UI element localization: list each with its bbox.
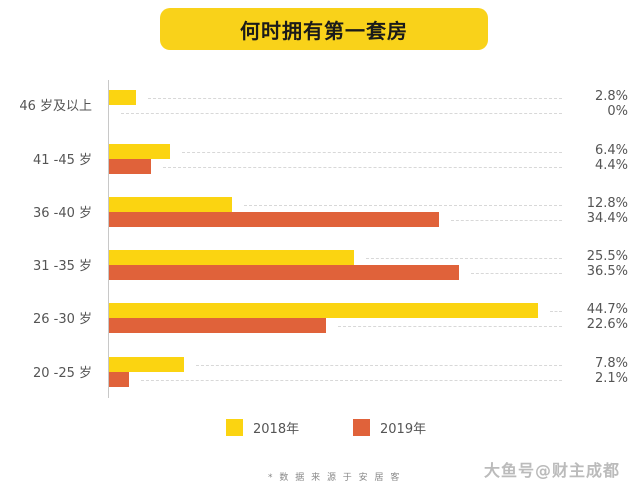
legend-swatch-2018 [226, 419, 243, 436]
category-label: 36 -40 岁 [32, 206, 92, 221]
chart-title: 何时拥有第一套房 [240, 18, 408, 43]
value-label-2019: 34.4% [586, 211, 628, 226]
legend-label-2019: 2019年 [380, 422, 427, 437]
legend-item-2019: 2019年 [353, 418, 426, 437]
chart-title-banner: 何时拥有第一套房 [160, 8, 488, 50]
leader-line [243, 205, 562, 206]
bar-2018 [109, 90, 136, 105]
value-label-2019: 2.1% [594, 371, 628, 386]
legend-item-2018: 2018年 [226, 418, 299, 437]
leader-line [141, 380, 562, 381]
value-label-2019: 4.4% [594, 158, 628, 173]
value-label-2019: 36.5% [586, 264, 628, 279]
leader-line [121, 113, 562, 114]
leader-line [471, 273, 562, 274]
bar-2018 [109, 197, 232, 212]
value-label-2018: 6.4% [594, 143, 628, 158]
bar-2018 [109, 144, 171, 159]
leader-line [550, 311, 562, 312]
watermark: 大鱼号@财主成都 [484, 461, 621, 480]
leader-line [147, 98, 562, 99]
bar-2019 [109, 159, 152, 174]
value-label-2018: 12.8% [586, 196, 628, 211]
leader-line [195, 365, 562, 366]
leader-line [365, 258, 562, 259]
value-label-2018: 44.7% [586, 302, 628, 317]
bar-2018 [109, 303, 539, 318]
category-label: 41 -45 岁 [32, 153, 92, 168]
value-label-2018: 2.8% [594, 89, 628, 104]
bar-2019 [109, 318, 326, 333]
category-label: 31 -35 岁 [32, 259, 92, 274]
category-label: 26 -30 岁 [32, 312, 92, 327]
value-label-2018: 7.8% [594, 356, 628, 371]
bar-2019 [109, 265, 460, 280]
bar-2018 [109, 357, 184, 372]
bar-2019 [109, 212, 440, 227]
leader-line [337, 326, 562, 327]
category-label: 46 岁及以上 [19, 99, 92, 114]
legend-label-2018: 2018年 [253, 422, 300, 437]
leader-line [163, 167, 562, 168]
bar-2018 [109, 250, 354, 265]
value-label-2018: 25.5% [586, 249, 628, 264]
category-label: 20 -25 岁 [32, 366, 92, 381]
leader-line [182, 152, 562, 153]
value-label-2019: 0% [607, 104, 628, 119]
value-label-2019: 22.6% [586, 317, 628, 332]
source-note: * 数 据 来 源 于 安 居 客 [268, 473, 402, 483]
legend-swatch-2019 [353, 419, 370, 436]
leader-line [451, 220, 562, 221]
bar-2019 [109, 372, 130, 387]
y-axis-line [108, 80, 109, 398]
